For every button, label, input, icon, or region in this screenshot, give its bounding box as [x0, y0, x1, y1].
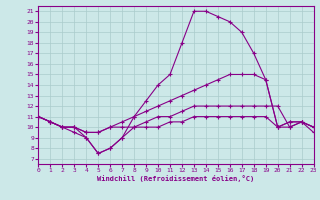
X-axis label: Windchill (Refroidissement éolien,°C): Windchill (Refroidissement éolien,°C) [97, 175, 255, 182]
